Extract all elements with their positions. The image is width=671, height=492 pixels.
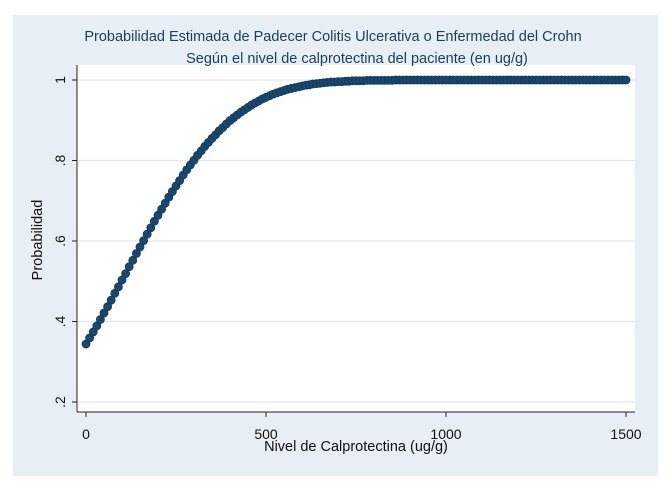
y-tick-label: .8 — [52, 154, 68, 166]
y-tick-label: .6 — [52, 235, 68, 247]
data-point — [621, 75, 631, 85]
y-axis: .2 .4 .6 .8 1 — [52, 65, 78, 412]
data-point — [121, 269, 130, 279]
plot-area — [77, 65, 635, 412]
x-tick-label: 0 — [82, 426, 90, 442]
data-point — [128, 255, 138, 265]
data-points — [81, 75, 631, 349]
x-tick-label: 500 — [254, 426, 278, 442]
y-tick-label: .2 — [52, 396, 68, 408]
x-tick-label: 1000 — [430, 426, 461, 442]
x-axis-label: Nivel de Calprotectina (ug/g) — [264, 439, 448, 455]
gridlines — [78, 79, 635, 403]
chart-title: Probabilidad Estimada de Padecer Colitis… — [84, 29, 581, 45]
chart-subtitle: Según el nivel de calprotectina del paci… — [186, 51, 528, 67]
x-axis: 0 500 1000 1500 — [77, 411, 642, 442]
y-tick-label: 1 — [52, 76, 68, 84]
y-tick-label: .4 — [52, 315, 68, 327]
data-point — [106, 295, 116, 305]
data-point — [114, 282, 123, 292]
y-axis-label: Probabilidad — [30, 200, 46, 281]
x-tick-label: 1500 — [610, 426, 641, 442]
